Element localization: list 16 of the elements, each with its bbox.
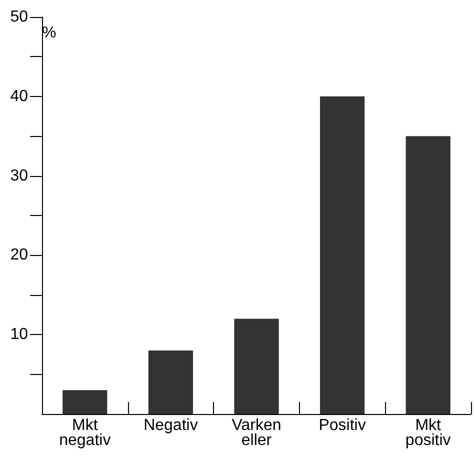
y-tick-label: 40 [10,88,28,105]
y-tick-label: 20 [10,246,28,264]
y-tick-label: 10 [10,326,28,344]
bar [406,136,450,414]
bar [62,390,108,414]
x-tick-label: Varken eller [232,417,282,449]
x-tick-label: Positiv [318,417,366,434]
x-tick-label: Negativ [144,417,198,434]
y-axis-title: % [42,24,56,42]
y-tick-label: 30 [10,167,28,184]
x-tick-label: Mkt negativ [59,417,111,449]
x-tick-label: Mkt positiv [405,417,451,449]
bar [148,350,194,414]
y-tick-label: 50 [10,8,28,26]
bar [234,318,279,414]
bar [320,96,365,414]
